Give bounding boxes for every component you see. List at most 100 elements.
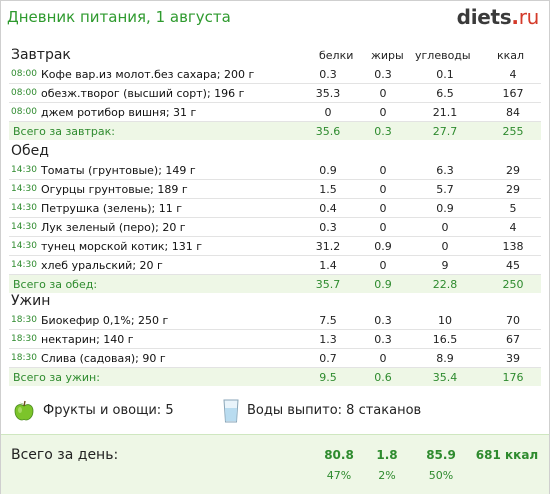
entry-carbs: 16.5 bbox=[405, 329, 485, 349]
entry-kcal: 45 bbox=[485, 255, 541, 275]
section-title-dinner: Ужин bbox=[11, 293, 51, 309]
day-protein-percent: 47% bbox=[326, 469, 352, 482]
total-carbs: 27.7 bbox=[405, 121, 485, 140]
fruit-veg-count: Фрукты и овощи: 5 bbox=[43, 403, 174, 418]
entry-food: Кофе вар.из молот.без сахара; 200 г bbox=[41, 65, 295, 84]
entry-carbs: 0.9 bbox=[405, 198, 485, 218]
entry-fat: 0.3 bbox=[361, 311, 405, 330]
day-fat-percent: 2% bbox=[378, 469, 396, 482]
total-protein: 35.7 bbox=[295, 274, 361, 293]
table-row[interactable]: 18:30 Слива (садовая); 90 г 0.7 0 8.9 39 bbox=[9, 348, 541, 368]
table-row[interactable]: 14:30 хлеб уральский; 20 г 1.4 0 9 45 bbox=[9, 255, 541, 275]
column-header-protein: белки bbox=[319, 49, 354, 62]
logo-main: diets bbox=[456, 5, 512, 29]
day-carbs-percent: 50% bbox=[428, 469, 454, 482]
day-total-fat: 1.8 bbox=[376, 448, 398, 462]
entry-fat: 0 bbox=[361, 161, 405, 180]
header: Дневник питания, 1 августа diets.ru bbox=[1, 1, 549, 35]
entry-carbs: 0 bbox=[405, 236, 485, 256]
page-title: Дневник питания, 1 августа bbox=[7, 8, 231, 26]
total-protein: 35.6 bbox=[295, 121, 361, 140]
table-row[interactable]: 14:30 Огурцы грунтовые; 189 г 1.5 0 5.7 … bbox=[9, 179, 541, 199]
entry-time: 14:30 bbox=[9, 179, 41, 199]
logo-dot: . bbox=[511, 5, 519, 29]
entry-food: хлеб уральский; 20 г bbox=[41, 255, 295, 275]
breakfast-total-row: Всего за завтрак: 35.6 0.3 27.7 255 bbox=[9, 121, 541, 140]
breakfast-table: 08:00 Кофе вар.из молот.без сахара; 200 … bbox=[9, 65, 541, 140]
entry-food: нектарин; 140 г bbox=[41, 329, 295, 349]
entry-protein: 1.5 bbox=[295, 179, 361, 199]
entry-time: 18:30 bbox=[9, 311, 41, 330]
entry-fat: 0 bbox=[361, 255, 405, 275]
total-kcal: 255 bbox=[485, 121, 541, 140]
entry-carbs: 0 bbox=[405, 217, 485, 237]
entry-fat: 0 bbox=[361, 198, 405, 218]
entry-food: обезж.творог (высший сорт); 196 г bbox=[41, 83, 295, 103]
entry-fat: 0.3 bbox=[361, 65, 405, 84]
day-total-label: Всего за день: bbox=[11, 447, 119, 463]
day-total-panel: Всего за день: 80.8 1.8 85.9 681 ккал 47… bbox=[1, 434, 549, 494]
entry-kcal: 4 bbox=[485, 217, 541, 237]
entry-protein: 31.2 bbox=[295, 236, 361, 256]
entry-time: 14:30 bbox=[9, 161, 41, 180]
entry-kcal: 29 bbox=[485, 179, 541, 199]
entry-protein: 0.9 bbox=[295, 161, 361, 180]
entry-carbs: 5.7 bbox=[405, 179, 485, 199]
total-label: Всего за завтрак: bbox=[9, 121, 295, 140]
water-drunk: Воды выпито: 8 стаканов bbox=[247, 403, 422, 418]
table-row[interactable]: 08:00 Кофе вар.из молот.без сахара; 200 … bbox=[9, 65, 541, 84]
section-title-breakfast: Завтрак bbox=[11, 47, 71, 63]
total-fat: 0.3 bbox=[361, 121, 405, 140]
table-row[interactable]: 14:30 Петрушка (зелень); 11 г 0.4 0 0.9 … bbox=[9, 198, 541, 218]
entry-kcal: 67 bbox=[485, 329, 541, 349]
entry-protein: 1.4 bbox=[295, 255, 361, 275]
table-row[interactable]: 14:30 Лук зеленый (перо); 20 г 0.3 0 0 4 bbox=[9, 217, 541, 237]
day-total-kcal: 681 ккал bbox=[475, 448, 539, 462]
entry-time: 08:00 bbox=[9, 65, 41, 84]
total-carbs: 35.4 bbox=[405, 367, 485, 386]
site-logo[interactable]: diets.ru bbox=[456, 5, 540, 29]
dinner-table: 18:30 Биокефир 0,1%; 250 г 7.5 0.3 10 70… bbox=[9, 311, 541, 386]
entry-kcal: 138 bbox=[485, 236, 541, 256]
dinner-total-row: Всего за ужин: 9.5 0.6 35.4 176 bbox=[9, 367, 541, 386]
entry-food: Огурцы грунтовые; 189 г bbox=[41, 179, 295, 199]
entry-carbs: 0.1 bbox=[405, 65, 485, 84]
entry-kcal: 167 bbox=[485, 83, 541, 103]
total-kcal: 176 bbox=[485, 367, 541, 386]
column-header-kcal: ккал bbox=[497, 49, 525, 62]
table-row[interactable]: 14:30 Томаты (грунтовые); 149 г 0.9 0 6.… bbox=[9, 161, 541, 180]
lunch-table: 14:30 Томаты (грунтовые); 149 г 0.9 0 6.… bbox=[9, 161, 541, 293]
table-row[interactable]: 08:00 обезж.творог (высший сорт); 196 г … bbox=[9, 83, 541, 103]
entry-carbs: 6.3 bbox=[405, 161, 485, 180]
table-row[interactable]: 18:30 Биокефир 0,1%; 250 г 7.5 0.3 10 70 bbox=[9, 311, 541, 330]
total-fat: 0.6 bbox=[361, 367, 405, 386]
entry-kcal: 4 bbox=[485, 65, 541, 84]
entry-protein: 0.3 bbox=[295, 217, 361, 237]
total-fat: 0.9 bbox=[361, 274, 405, 293]
water-glass-icon bbox=[223, 399, 239, 423]
entry-food: Слива (садовая); 90 г bbox=[41, 348, 295, 368]
table-row[interactable]: 08:00 джем ротибор вишня; 31 г 0 0 21.1 … bbox=[9, 102, 541, 122]
entry-protein: 0.4 bbox=[295, 198, 361, 218]
entry-food: тунец морской котик; 131 г bbox=[41, 236, 295, 256]
entry-time: 08:00 bbox=[9, 102, 41, 122]
table-row[interactable]: 18:30 нектарин; 140 г 1.3 0.3 16.5 67 bbox=[9, 329, 541, 349]
total-carbs: 22.8 bbox=[405, 274, 485, 293]
entry-protein: 35.3 bbox=[295, 83, 361, 103]
day-total-protein: 80.8 bbox=[324, 448, 354, 462]
daily-extras: Фрукты и овощи: 5 Воды выпито: 8 стакано… bbox=[11, 399, 541, 425]
entry-time: 18:30 bbox=[9, 348, 41, 368]
entry-food: Биокефир 0,1%; 250 г bbox=[41, 311, 295, 330]
entry-kcal: 29 bbox=[485, 161, 541, 180]
entry-fat: 0 bbox=[361, 83, 405, 103]
lunch-total-row: Всего за обед: 35.7 0.9 22.8 250 bbox=[9, 274, 541, 293]
entry-carbs: 21.1 bbox=[405, 102, 485, 122]
entry-carbs: 6.5 bbox=[405, 83, 485, 103]
entry-protein: 7.5 bbox=[295, 311, 361, 330]
entry-protein: 1.3 bbox=[295, 329, 361, 349]
entry-carbs: 10 bbox=[405, 311, 485, 330]
column-header-carbs: углеводы bbox=[415, 49, 471, 62]
entry-protein: 0.7 bbox=[295, 348, 361, 368]
table-row[interactable]: 14:30 тунец морской котик; 131 г 31.2 0.… bbox=[9, 236, 541, 256]
